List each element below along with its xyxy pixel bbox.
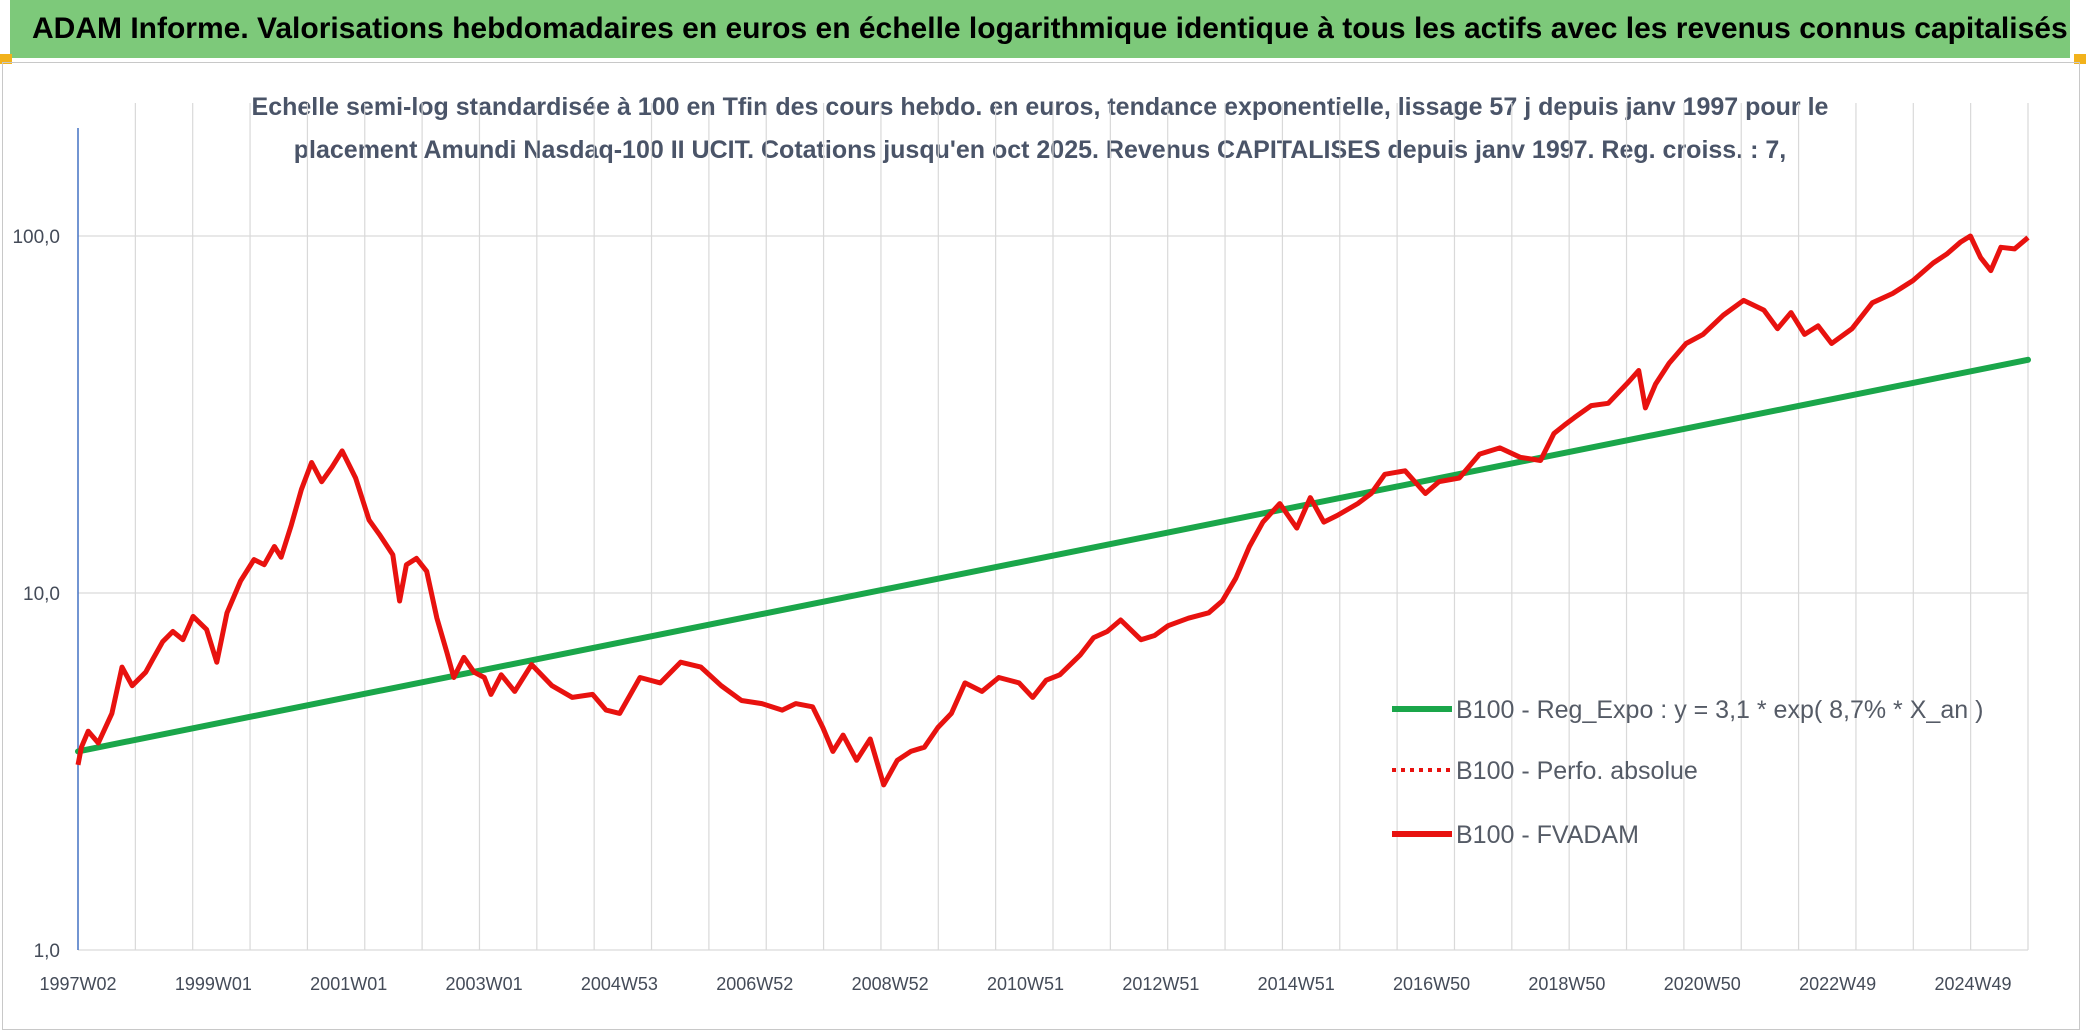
x-tick-labels: 1997W02 1999W01 2001W01 2003W01 2004W53 2006W… (39, 974, 2011, 994)
y-tick-label: 10,0 (23, 584, 60, 605)
corner-marker-right (2074, 54, 2086, 64)
x-tick-label: 2022W49 (1799, 974, 1876, 994)
legend-label-2: B100 - Perfo. absolue (1456, 757, 1698, 785)
legend-label-3: B100 - FVADAM (1456, 821, 1639, 849)
x-gridlines (134, 103, 2029, 950)
x-tick-label: 2020W50 (1664, 974, 1741, 994)
x-tick-label: 1997W02 (39, 974, 116, 994)
x-tick-label: 2024W49 (1934, 974, 2011, 994)
x-tick-label: 2004W53 (581, 974, 658, 994)
chart-title-line-1: Echelle semi-log standardisée à 100 en T… (251, 93, 1829, 121)
chart-title: Echelle semi-log standardisée à 100 en T… (170, 86, 1910, 172)
series-layer (75, 233, 2031, 788)
y-tick-label: 100,0 (12, 227, 60, 248)
x-tick-label: 2001W01 (310, 974, 387, 994)
series-line-fvadam (75, 233, 2030, 788)
x-tick-label: 2010W51 (987, 974, 1064, 994)
x-tick-label: 2016W50 (1393, 974, 1470, 994)
y-tick-label: 1,0 (34, 941, 60, 962)
banner-title: ADAM Informe. Valorisations hebdomadaire… (10, 0, 2070, 58)
x-tick-label: 2008W52 (852, 974, 929, 994)
legend-label-1: B100 - Reg_Expo : y = 3,1 * exp( 8,7% * … (1456, 696, 1983, 724)
chart-frame (2, 62, 2080, 1030)
legend: B100 - Reg_Expo : y = 3,1 * exp( 8,7% * … (1392, 696, 1983, 849)
x-tick-label: 1999W01 (175, 974, 252, 994)
corner-marker-left (0, 54, 12, 64)
series-line-regression (75, 356, 2031, 755)
x-tick-label: 2006W52 (716, 974, 793, 994)
x-tick-label: 2003W01 (446, 974, 523, 994)
y-tick-labels: 1,0 10,0 100,0 (12, 227, 60, 962)
chart-title-line-2: placement Amundi Nasdaq-100 II UCIT. Cot… (293, 136, 1787, 164)
x-tick-label: 2018W50 (1528, 974, 1605, 994)
x-tick-label: 2014W51 (1258, 974, 1335, 994)
x-tick-label: 2012W51 (1122, 974, 1199, 994)
